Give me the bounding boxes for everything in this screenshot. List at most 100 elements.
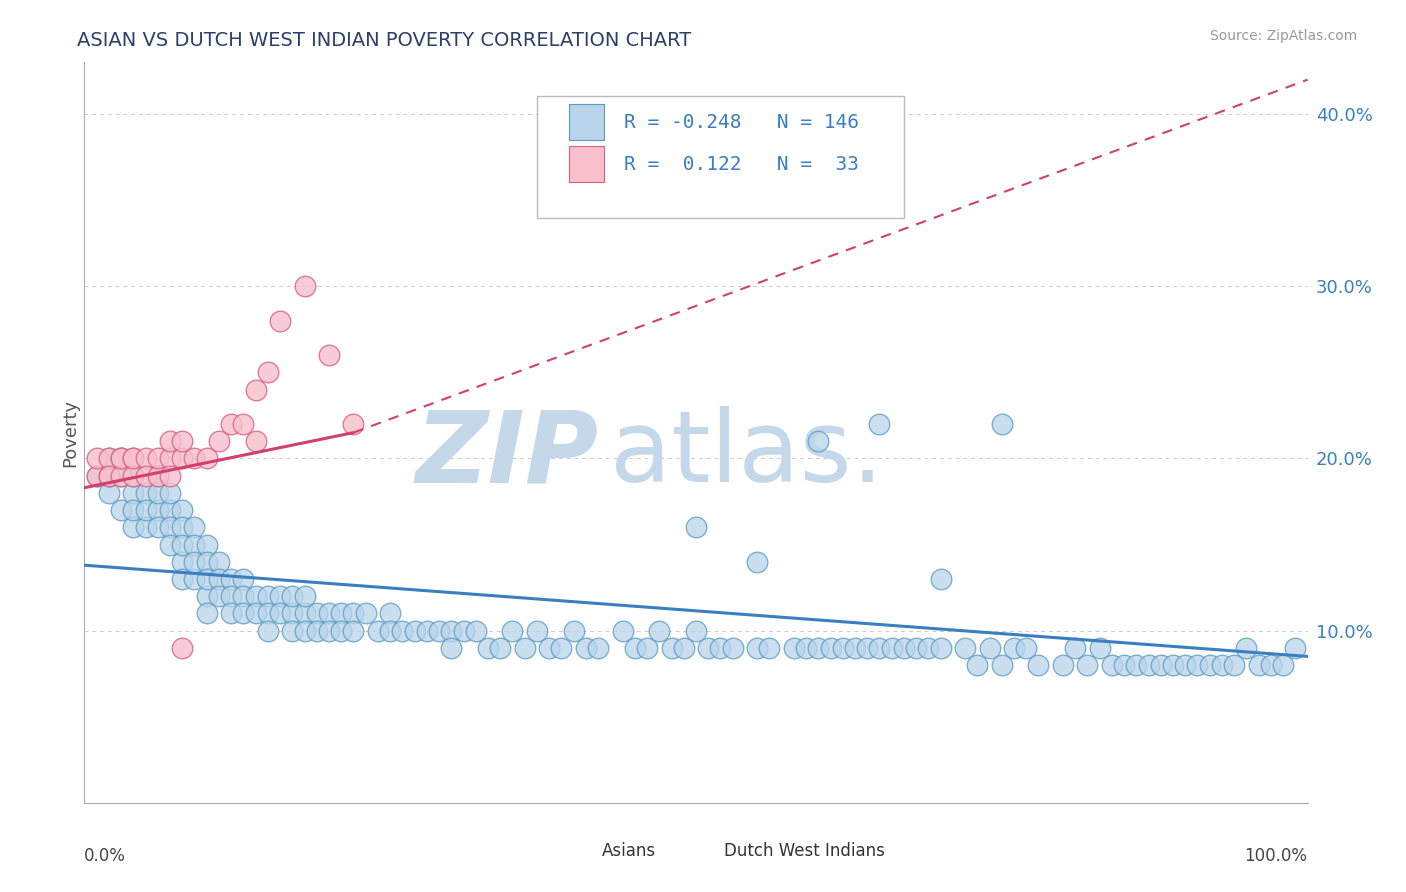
Point: [453, 624, 475, 638]
Point: [1272, 658, 1295, 673]
Point: [122, 486, 145, 500]
Text: R =  0.122   N =  33: R = 0.122 N = 33: [624, 154, 859, 174]
Point: [294, 279, 316, 293]
Point: [342, 624, 364, 638]
Point: [159, 486, 181, 500]
Text: atlas.: atlas.: [610, 407, 884, 503]
Point: [330, 607, 353, 621]
Text: ZIP: ZIP: [415, 407, 598, 503]
Point: [1052, 658, 1074, 673]
Point: [232, 589, 254, 603]
Point: [697, 640, 720, 655]
Point: [464, 624, 486, 638]
Point: [747, 640, 769, 655]
Point: [159, 434, 181, 449]
Point: [146, 468, 169, 483]
Point: [208, 555, 231, 569]
Point: [831, 640, 853, 655]
Point: [1125, 658, 1147, 673]
Text: Dutch West Indians: Dutch West Indians: [724, 842, 884, 860]
Y-axis label: Poverty: Poverty: [62, 399, 80, 467]
FancyBboxPatch shape: [569, 146, 605, 182]
Point: [1101, 658, 1123, 673]
Point: [146, 486, 169, 500]
Point: [195, 451, 218, 466]
Point: [172, 451, 194, 466]
Text: R = -0.248   N = 146: R = -0.248 N = 146: [624, 112, 859, 131]
Point: [208, 572, 231, 586]
Point: [257, 624, 280, 638]
Point: [1114, 658, 1136, 673]
Point: [232, 572, 254, 586]
Point: [110, 451, 132, 466]
Point: [195, 572, 218, 586]
Point: [122, 451, 145, 466]
Point: [502, 624, 524, 638]
Point: [636, 640, 658, 655]
Point: [97, 468, 120, 483]
Point: [318, 348, 340, 362]
Point: [135, 503, 157, 517]
Point: [404, 624, 426, 638]
Text: 0.0%: 0.0%: [84, 847, 127, 865]
Point: [294, 589, 316, 603]
Point: [991, 658, 1014, 673]
Point: [97, 451, 120, 466]
Point: [159, 468, 181, 483]
Point: [294, 624, 316, 638]
Point: [183, 572, 205, 586]
Point: [110, 451, 132, 466]
Point: [794, 640, 817, 655]
Point: [172, 434, 194, 449]
Point: [122, 503, 145, 517]
Point: [86, 468, 108, 483]
Point: [97, 486, 120, 500]
Point: [97, 451, 120, 466]
Point: [929, 572, 952, 586]
Point: [183, 537, 205, 551]
Point: [685, 624, 707, 638]
Point: [391, 624, 413, 638]
Point: [807, 434, 830, 449]
Point: [1211, 658, 1233, 673]
Point: [172, 503, 194, 517]
Point: [305, 607, 328, 621]
Point: [869, 640, 891, 655]
Point: [330, 624, 353, 638]
Point: [880, 640, 903, 655]
Point: [489, 640, 512, 655]
Point: [135, 520, 157, 534]
Point: [747, 555, 769, 569]
Point: [1150, 658, 1173, 673]
Point: [281, 589, 304, 603]
Point: [856, 640, 879, 655]
Point: [146, 520, 169, 534]
Point: [367, 624, 389, 638]
Point: [1076, 658, 1098, 673]
Point: [146, 451, 169, 466]
Point: [135, 451, 157, 466]
Point: [245, 607, 267, 621]
Point: [648, 624, 671, 638]
Point: [318, 624, 340, 638]
Point: [172, 537, 194, 551]
Point: [416, 624, 439, 638]
Point: [893, 640, 915, 655]
Point: [513, 640, 536, 655]
Point: [953, 640, 976, 655]
Point: [294, 607, 316, 621]
Point: [342, 607, 364, 621]
Point: [1137, 658, 1160, 673]
Point: [427, 624, 450, 638]
Point: [86, 451, 108, 466]
Text: Source: ZipAtlas.com: Source: ZipAtlas.com: [1209, 29, 1357, 43]
Point: [685, 520, 707, 534]
Point: [219, 589, 242, 603]
Point: [183, 520, 205, 534]
Point: [86, 468, 108, 483]
Point: [380, 624, 402, 638]
Point: [135, 486, 157, 500]
Point: [208, 589, 231, 603]
Point: [245, 434, 267, 449]
Point: [1088, 640, 1111, 655]
